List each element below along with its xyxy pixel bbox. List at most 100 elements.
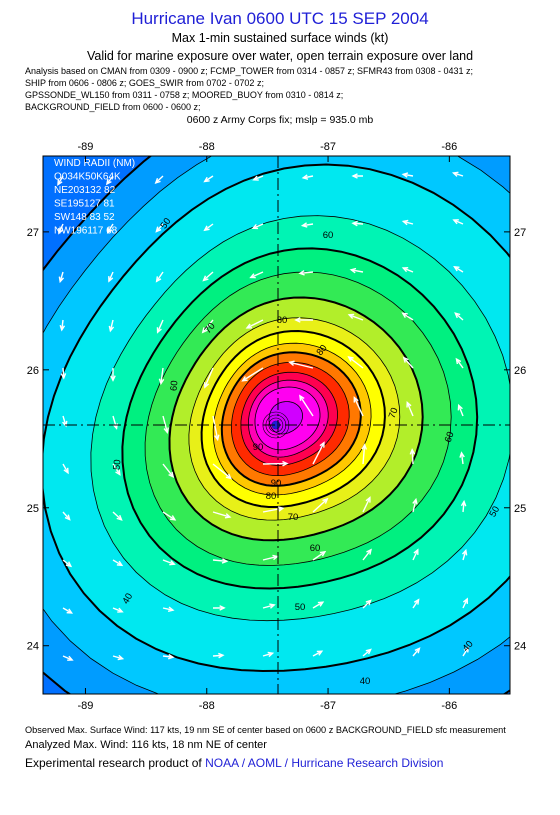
wind-vector — [162, 559, 175, 565]
wind-vector-head — [219, 605, 226, 611]
wind-vector-head — [245, 323, 253, 329]
wind-vector — [202, 319, 214, 333]
wind-vector-head — [269, 603, 276, 609]
wind-vector — [112, 559, 123, 566]
wind-vector-head — [401, 266, 409, 273]
wind-vector-head — [108, 276, 114, 283]
wind-vector — [262, 652, 273, 657]
wind-vector — [351, 269, 364, 273]
isotach-95 — [247, 379, 329, 458]
observed-max-wind: Observed Max. Surface Wind: 117 kts, 19 … — [25, 725, 506, 735]
wind-vector-head — [454, 312, 461, 319]
wind-vector — [462, 550, 467, 561]
wind-vector-head — [203, 225, 210, 232]
wind-vector-head — [288, 360, 295, 367]
wind-vector — [312, 498, 328, 513]
wind-vector — [212, 511, 231, 518]
wind-vector-head — [225, 473, 232, 480]
wind-vector — [403, 220, 414, 225]
wind-vector-head — [108, 325, 115, 333]
lat-label-right: 25 — [514, 503, 526, 515]
contour-label-90: 90 — [253, 442, 264, 453]
wind-vector — [303, 175, 314, 179]
wind-vector-head — [168, 471, 175, 479]
wind-vector — [106, 175, 114, 185]
wind-vector-head — [351, 220, 358, 227]
lat-label-right: 27 — [514, 227, 526, 239]
wind-vector — [299, 395, 314, 417]
wind-vector-head — [272, 554, 279, 561]
wind-vector — [462, 501, 465, 513]
wind-vector — [107, 223, 114, 233]
wind-vector-head — [167, 606, 175, 613]
contour-label-80: 80 — [266, 491, 277, 502]
wind-vector — [162, 463, 174, 478]
lon-label-top: -86 — [441, 141, 457, 153]
wind-vector — [112, 415, 118, 429]
wind-vector-head — [461, 548, 468, 556]
wind-vector-head — [62, 420, 68, 428]
wind-vector — [262, 604, 275, 609]
wind-vector-head — [64, 514, 71, 521]
lon-label-bottom: -88 — [199, 700, 215, 712]
isotach-45 — [90, 215, 510, 622]
wind-vector-head — [167, 653, 175, 660]
wind-vector-head — [365, 496, 371, 503]
isotach-90 — [240, 371, 338, 466]
wind-vector — [362, 599, 372, 609]
contour-lines — [43, 156, 510, 694]
wind-vector-head — [294, 317, 301, 323]
wind-vector — [312, 601, 324, 609]
wind-vector — [362, 549, 372, 561]
lon-label-bottom: -86 — [441, 700, 457, 712]
isotach-75 — [212, 342, 372, 496]
isotach-85 — [230, 361, 350, 476]
lat-label-right: 24 — [514, 641, 526, 653]
wind-vector-head — [409, 448, 416, 455]
wind-vector-head — [105, 178, 112, 186]
wind-vector-head — [58, 228, 64, 235]
credit-prefix: Experimental research product of — [25, 756, 206, 770]
wind-radii-row: SW148 83 52 — [54, 212, 115, 223]
wind-vector — [112, 463, 121, 475]
wind-vector — [109, 319, 114, 331]
wind-vector-head — [57, 179, 63, 187]
wind-vector — [312, 442, 325, 465]
wind-vector-head — [452, 219, 459, 225]
wind-vector — [406, 402, 414, 417]
contour-label-60: 60 — [323, 230, 334, 241]
wind-speed-bands — [43, 156, 510, 694]
lon-label-top: -88 — [199, 141, 215, 153]
credit-org-link[interactable]: NOAA / AOML / Hurricane Research Divisio… — [205, 756, 444, 770]
wind-vector — [462, 647, 469, 657]
wind-vector — [212, 463, 232, 479]
wind-vector-head — [298, 270, 305, 276]
wind-vector — [312, 650, 323, 657]
wind-vector — [403, 173, 414, 177]
contour-label-60: 60 — [443, 430, 457, 444]
wind-vector — [156, 319, 164, 333]
wind-vector-head — [59, 324, 66, 332]
wind-vector — [262, 555, 278, 561]
wind-vector — [62, 511, 71, 520]
wind-vector — [62, 559, 72, 567]
axis-ticks: -89 -89 -88 -88 -87 -87 -86 -86 27 27 26 26 25 25 24 24 — [27, 141, 527, 712]
wind-vector-head — [249, 273, 256, 279]
wind-vector — [458, 405, 464, 417]
lon-label-bottom: -87 — [320, 700, 336, 712]
wind-vector — [412, 499, 417, 513]
analysis-line: GPSSONDE_WL150 from 0311 - 0758 z; MOORE… — [25, 90, 344, 100]
lat-label-left: 25 — [27, 503, 39, 515]
wind-vector-head — [300, 222, 308, 228]
wind-vector-head — [63, 467, 69, 475]
lon-label-top: -89 — [78, 141, 94, 153]
wind-radii-row: Q034K50K64K — [54, 172, 121, 183]
wind-vector — [212, 559, 227, 563]
wind-vector-head — [110, 375, 116, 382]
wind-vector-head — [459, 451, 465, 458]
wind-vector-head — [202, 275, 209, 282]
wind-vector-head — [203, 382, 210, 389]
wind-vector — [212, 654, 224, 657]
wind-vector — [250, 271, 264, 279]
